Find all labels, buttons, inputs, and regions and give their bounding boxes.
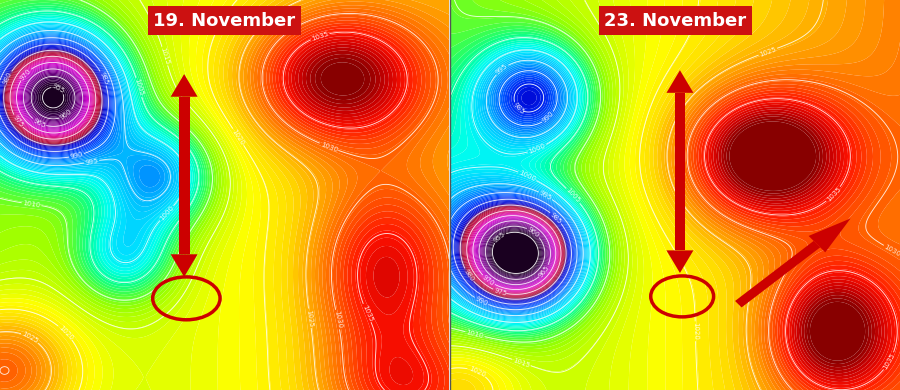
Text: 1010: 1010 (465, 329, 484, 339)
Polygon shape (735, 241, 820, 307)
Text: 1010: 1010 (22, 200, 40, 209)
Text: 1035: 1035 (882, 352, 896, 370)
Text: 1015: 1015 (159, 47, 170, 66)
Text: 1035: 1035 (825, 186, 842, 203)
Text: 990: 990 (542, 111, 555, 124)
Text: 955: 955 (492, 231, 507, 244)
Text: 995: 995 (85, 158, 99, 166)
Text: 980: 980 (463, 268, 475, 282)
Text: 1005: 1005 (565, 187, 581, 204)
Text: 955: 955 (51, 83, 66, 94)
Text: 19. November: 19. November (154, 12, 295, 30)
Text: 1000: 1000 (158, 204, 175, 222)
Text: 960: 960 (526, 226, 541, 239)
Text: 975: 975 (12, 114, 24, 128)
Polygon shape (171, 74, 198, 97)
Text: 1035: 1035 (361, 304, 374, 323)
Text: 995: 995 (538, 190, 553, 201)
Text: 960: 960 (59, 108, 74, 121)
Polygon shape (675, 93, 685, 250)
Text: 965: 965 (538, 264, 551, 278)
Text: 1020: 1020 (57, 324, 74, 341)
Text: 23. November: 23. November (605, 12, 746, 30)
Text: 1020: 1020 (230, 128, 246, 146)
Text: 1020: 1020 (692, 322, 698, 340)
Text: 1015: 1015 (512, 357, 531, 368)
Text: 975: 975 (493, 287, 508, 297)
Polygon shape (667, 70, 693, 93)
Text: 990: 990 (69, 151, 84, 160)
Text: 970: 970 (19, 67, 32, 82)
Text: 1005: 1005 (133, 78, 144, 97)
Text: 965: 965 (32, 117, 47, 129)
Polygon shape (808, 218, 850, 252)
Text: 1020: 1020 (467, 365, 486, 378)
Text: 1025: 1025 (759, 46, 778, 58)
Text: 1030: 1030 (320, 141, 338, 153)
Text: 970: 970 (482, 274, 496, 287)
Text: 1000: 1000 (518, 170, 536, 183)
Text: 1025: 1025 (306, 309, 314, 328)
Text: 985: 985 (549, 211, 562, 225)
Text: 1035: 1035 (310, 30, 329, 42)
Text: 1000: 1000 (527, 142, 546, 155)
Text: 985: 985 (98, 71, 109, 85)
Text: 1025: 1025 (21, 331, 40, 344)
Text: 990: 990 (474, 296, 489, 307)
Text: 985: 985 (511, 101, 526, 115)
Text: 980: 980 (3, 71, 14, 86)
Text: 1030: 1030 (883, 243, 900, 257)
Polygon shape (171, 254, 198, 277)
Text: 1030: 1030 (333, 310, 342, 329)
Polygon shape (179, 97, 190, 254)
Text: 995: 995 (495, 63, 509, 76)
Polygon shape (667, 250, 693, 273)
